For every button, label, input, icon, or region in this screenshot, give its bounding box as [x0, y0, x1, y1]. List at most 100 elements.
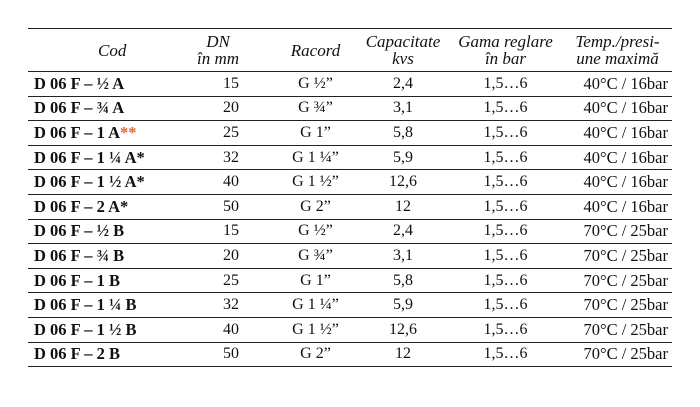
- header-capacitate-line2: kvs: [392, 49, 414, 68]
- cell-cod: D 06 F – ½ B: [28, 219, 163, 244]
- cell-dn: 32: [223, 296, 239, 314]
- cell-racord: G 2”: [300, 197, 331, 215]
- table-row: D 06 F – ¾ A 20 G ¾” 3,1 1,5…6 40°C / 16…: [28, 96, 672, 121]
- cell-kvs: 2,4: [393, 74, 413, 92]
- cell-cod: D 06 F – ¾ A: [28, 96, 163, 121]
- cell-cod: D 06 F – 2 B: [28, 342, 163, 367]
- cell-dn: 50: [223, 345, 239, 363]
- cell-cod: D 06 F – 2 A*: [28, 194, 163, 219]
- cell-temp: 40°C / 16bar: [583, 196, 668, 216]
- table-row: D 06 F – 1 ¼ B 32 G 1 ¼” 5,9 1,5…6 70°C …: [28, 293, 672, 318]
- header-cod-label: Cod: [98, 40, 127, 60]
- header-temp-line2: une maximă: [576, 49, 659, 68]
- header-temp-line1: Temp./presi-: [575, 32, 660, 51]
- table-row: D 06 F – 1 ½ B 40 G 1 ½” 12,6 1,5…6 70°C…: [28, 317, 672, 343]
- cell-kvs: 5,8: [393, 271, 413, 289]
- header-capacitate-line1: Capacitate: [365, 32, 441, 51]
- table-row: D 06 F – 2 A* 50 G 2” 12 1,5…6 40°C / 16…: [28, 194, 672, 220]
- cell-kvs: 3,1: [393, 246, 413, 264]
- cell-gama: 1,5…6: [483, 99, 528, 117]
- cod-text: D 06 F – ¾ A: [34, 98, 125, 118]
- cell-kvs: 3,1: [393, 99, 413, 117]
- cell-cod: D 06 F – 1 ¼ A*: [28, 145, 163, 170]
- table-row: D 06 F – 1 A** 25 G 1” 5,8 1,5…6 40°C / …: [28, 121, 672, 146]
- cod-text: D 06 F – 1 B: [34, 270, 121, 290]
- cell-cod: D 06 F – 1 ½ B: [28, 317, 163, 342]
- cell-dn: 15: [223, 222, 239, 240]
- cell-temp: 40°C / 16bar: [583, 98, 668, 118]
- cell-racord: G 1”: [300, 123, 331, 141]
- cell-temp: 70°C / 25bar: [583, 270, 668, 290]
- cell-temp: 70°C / 25bar: [583, 245, 668, 265]
- table-row: D 06 F – ½ B 15 G ½” 2,4 1,5…6 70°C / 25…: [28, 219, 672, 244]
- cell-gama: 1,5…6: [483, 173, 528, 191]
- header-dn: DN în mm: [163, 29, 273, 72]
- cell-cod: D 06 F – ½ A: [28, 72, 163, 97]
- cell-kvs: 12,6: [389, 320, 417, 338]
- cell-temp: 40°C / 16bar: [583, 73, 668, 93]
- cod-text: D 06 F – 2 B: [34, 344, 121, 364]
- cell-gama: 1,5…6: [483, 246, 528, 264]
- cell-temp: 70°C / 25bar: [583, 344, 668, 364]
- header-gama-line2: în bar: [484, 49, 527, 68]
- table-body: D 06 F – ½ A 15 G ½” 2,4 1,5…6 40°C / 16…: [28, 72, 672, 367]
- cell-dn: 15: [223, 74, 239, 92]
- cod-text: D 06 F – ¾ B: [34, 245, 125, 265]
- cell-kvs: 5,9: [393, 296, 413, 314]
- cell-cod: D 06 F – ¾ B: [28, 244, 163, 269]
- cell-dn: 40: [223, 320, 239, 338]
- cell-gama: 1,5…6: [483, 345, 528, 363]
- cell-dn: 50: [223, 197, 239, 215]
- cell-cod: D 06 F – 1 ½ A*: [28, 170, 163, 195]
- cell-gama: 1,5…6: [483, 74, 528, 92]
- header-temp: Temp./presi- une maximă: [563, 29, 672, 72]
- table-row: D 06 F – 1 ½ A* 40 G 1 ½” 12,6 1,5…6 40°…: [28, 170, 672, 195]
- table-header: Cod DN în mm Racord Capacitate kvs Gama …: [28, 28, 672, 72]
- cell-cod: D 06 F – 1 ¼ B: [28, 293, 163, 318]
- cod-text: D 06 F – 1 ½ B: [34, 319, 137, 339]
- cod-text: D 06 F – 1 A: [34, 122, 121, 142]
- cell-racord: G ½”: [298, 74, 333, 92]
- header-cod: Cod: [28, 29, 163, 72]
- cell-gama: 1,5…6: [483, 197, 528, 215]
- header-dn-line1: DN: [206, 32, 230, 51]
- cell-temp: 70°C / 25bar: [583, 319, 668, 339]
- cell-gama: 1,5…6: [483, 271, 528, 289]
- cell-racord: G 1 ½”: [292, 173, 339, 191]
- cell-dn: 20: [223, 246, 239, 264]
- cell-cod: D 06 F – 1 A**: [28, 121, 163, 146]
- header-row: Cod DN în mm Racord Capacitate kvs Gama …: [28, 28, 672, 72]
- cell-racord: G 1 ½”: [292, 320, 339, 338]
- cell-temp: 40°C / 16bar: [583, 122, 668, 142]
- footnote-mark: **: [120, 122, 137, 142]
- cell-gama: 1,5…6: [483, 296, 528, 314]
- cell-racord: G 1”: [300, 271, 331, 289]
- header-gama: Gama reglare în bar: [448, 29, 563, 72]
- cell-gama: 1,5…6: [483, 320, 528, 338]
- cod-text: D 06 F – ½ A: [34, 73, 125, 93]
- cell-kvs: 2,4: [393, 222, 413, 240]
- cod-text: D 06 F – 1 ¼ A*: [34, 147, 145, 167]
- table-row: D 06 F – ¾ B 20 G ¾” 3,1 1,5…6 70°C / 25…: [28, 244, 672, 269]
- cell-racord: G ¾”: [298, 246, 333, 264]
- table-row: D 06 F – 1 B 25 G 1” 5,8 1,5…6 70°C / 25…: [28, 268, 672, 293]
- cell-kvs: 5,9: [393, 148, 413, 166]
- cod-text: D 06 F – 2 A*: [34, 196, 129, 216]
- cell-temp: 70°C / 25bar: [583, 221, 668, 241]
- cell-dn: 40: [223, 173, 239, 191]
- cell-temp: 40°C / 16bar: [583, 172, 668, 192]
- cell-racord: G ½”: [298, 222, 333, 240]
- cell-racord: G 1 ¼”: [292, 148, 339, 166]
- cell-kvs: 12,6: [389, 173, 417, 191]
- header-gama-line1: Gama reglare: [458, 32, 553, 51]
- header-racord-label: Racord: [290, 40, 341, 60]
- cell-dn: 20: [223, 99, 239, 117]
- cell-kvs: 5,8: [393, 123, 413, 141]
- cod-text: D 06 F – 1 ¼ B: [34, 295, 137, 315]
- cell-gama: 1,5…6: [483, 123, 528, 141]
- cell-kvs: 12: [395, 197, 411, 215]
- spec-table: Cod DN în mm Racord Capacitate kvs Gama …: [28, 28, 672, 367]
- table-row: D 06 F – ½ A 15 G ½” 2,4 1,5…6 40°C / 16…: [28, 72, 672, 97]
- header-racord: Racord: [273, 29, 358, 72]
- cell-temp: 70°C / 25bar: [583, 295, 668, 315]
